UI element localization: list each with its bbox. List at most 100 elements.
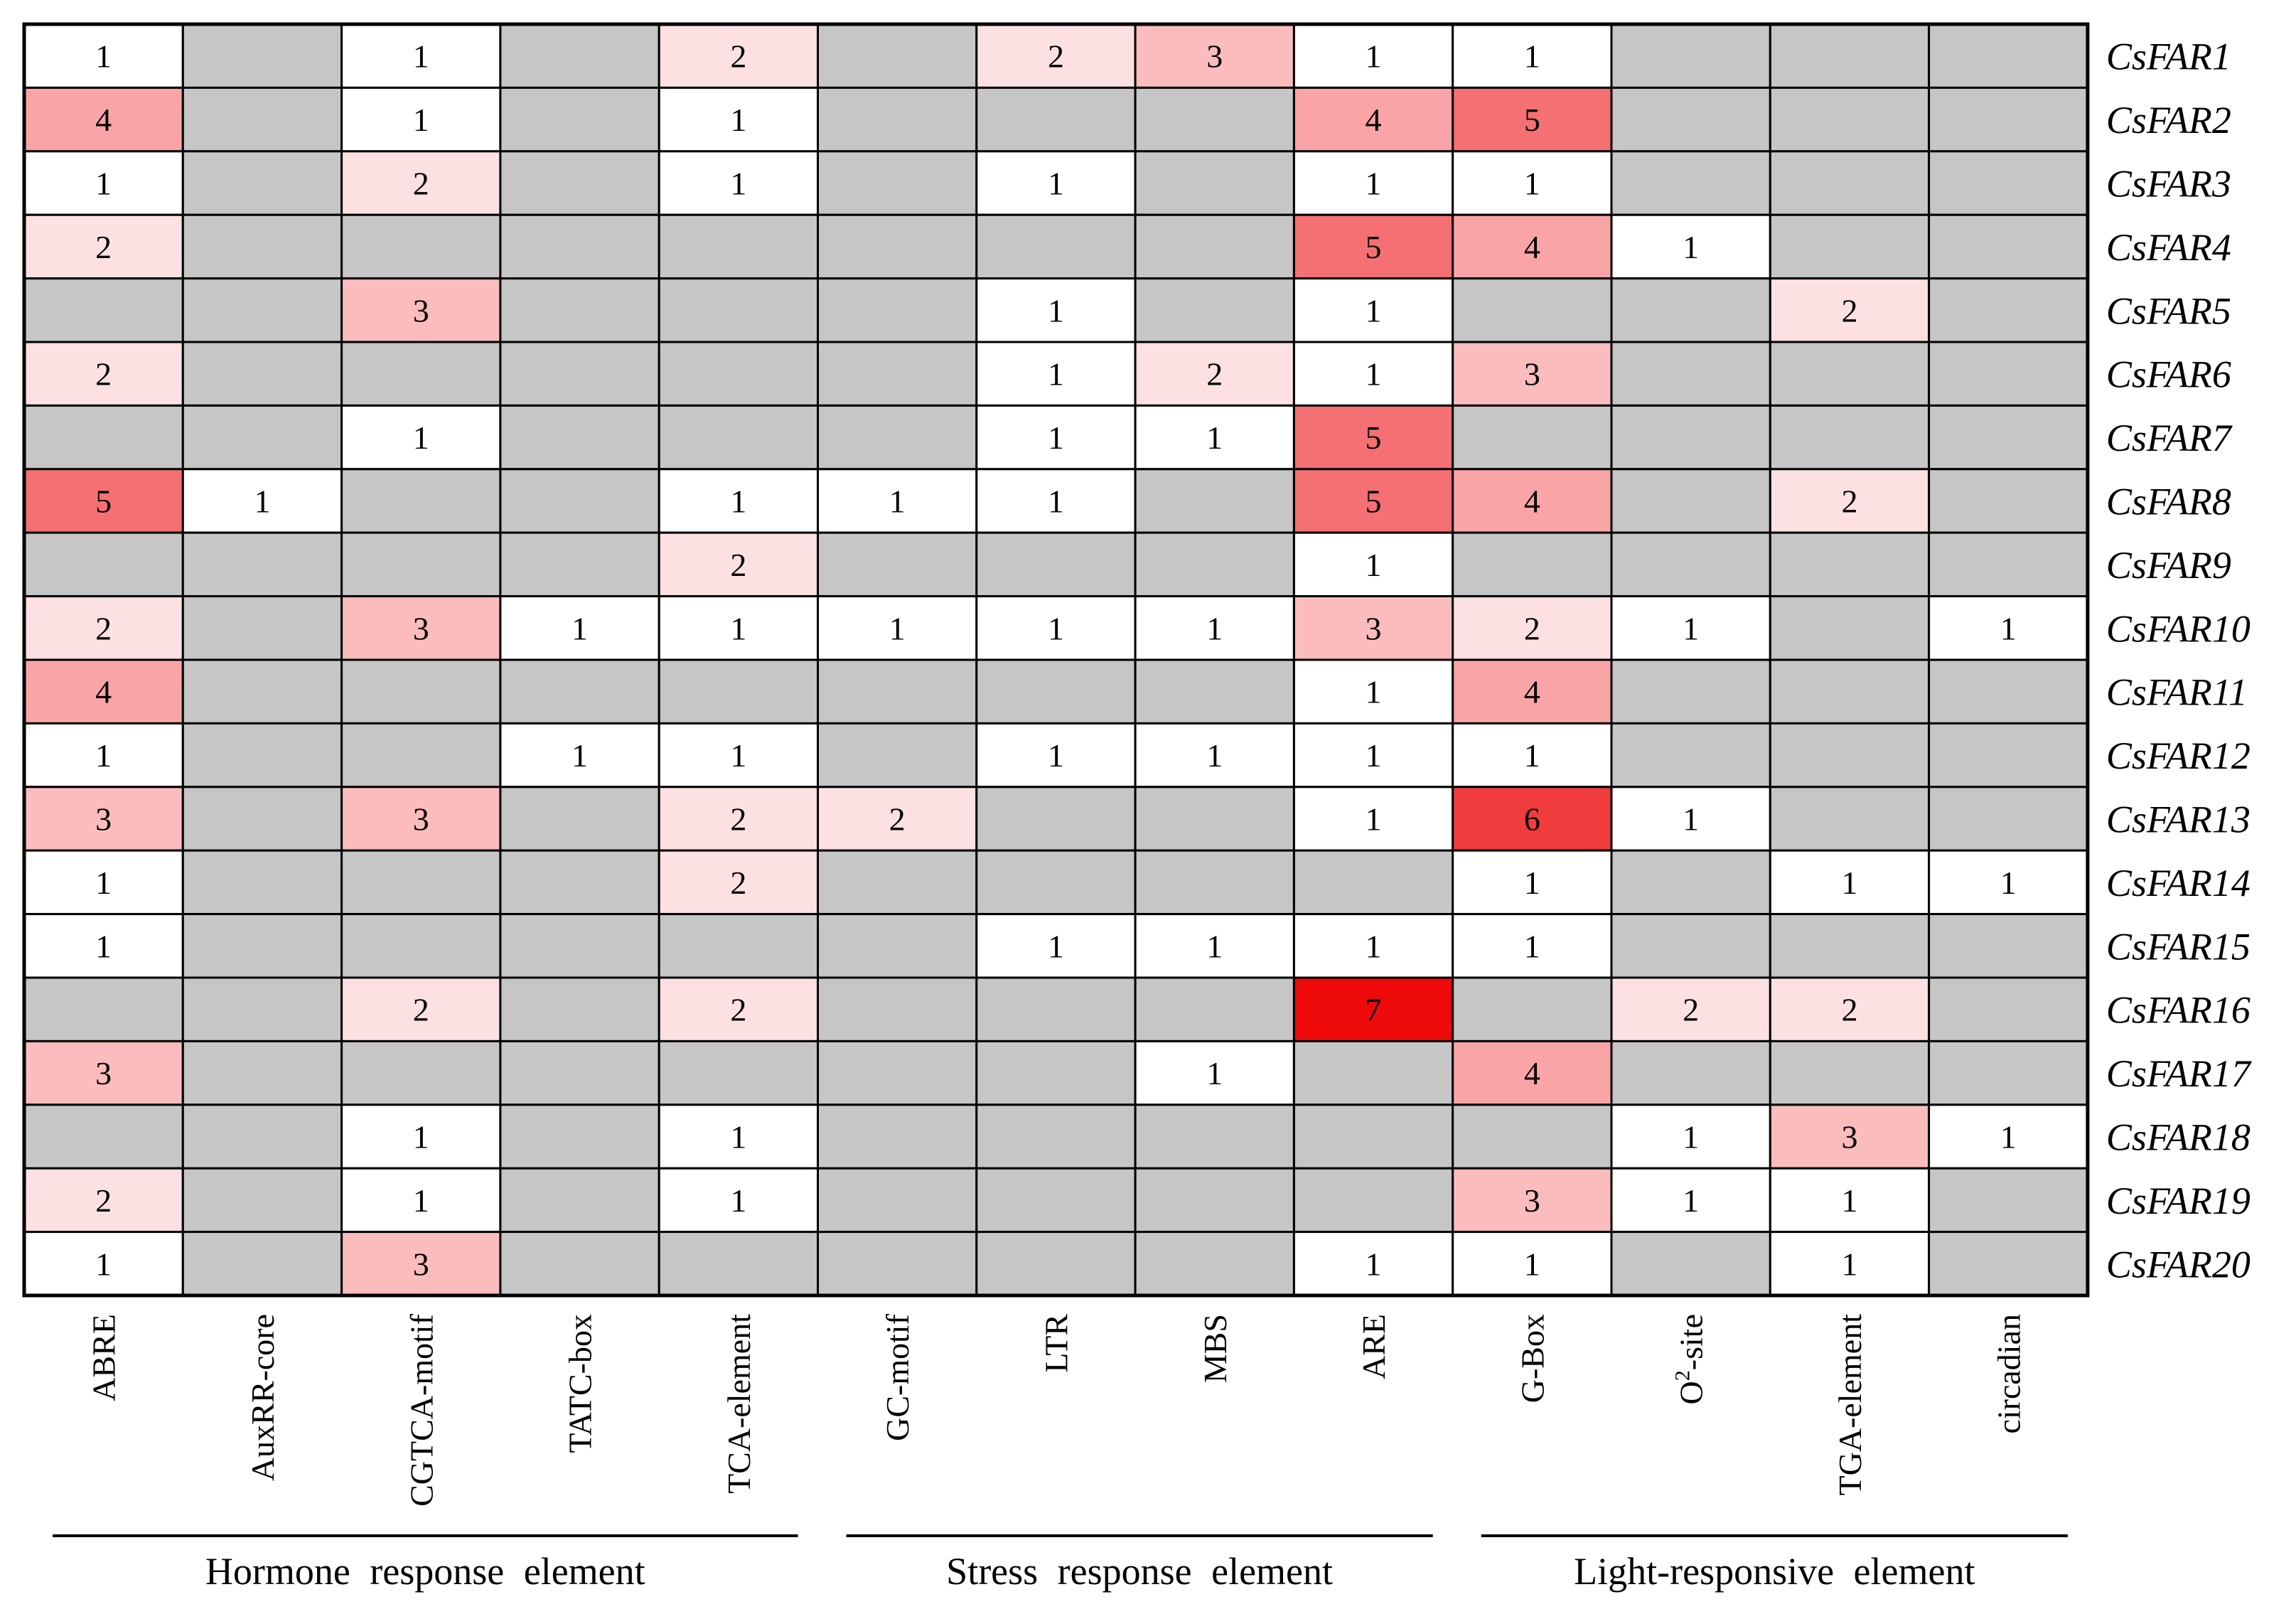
cell-value-label: 1 [1366,928,1382,964]
heatmap-cell [817,976,978,1042]
cell-value-label: 1 [1366,38,1382,75]
cell-value-label: 1 [2000,610,2017,646]
heatmap-cell [817,1040,978,1106]
heatmap-cell [1452,1167,1613,1234]
heatmap-cell [340,722,502,789]
heatmap-cell [1134,1231,1295,1297]
cell-value-label: 1 [730,483,746,520]
heatmap-cell [1769,786,1931,852]
cell-value-label: 3 [1366,610,1382,646]
heatmap-cell [23,1231,184,1297]
heatmap-cell [658,658,820,725]
heatmap-cell [1452,277,1613,343]
heatmap-cell [1928,913,2089,979]
cell-value-label: 2 [1841,992,1857,1028]
heatmap-cell [1769,1231,1931,1297]
heatmap-cell [1610,658,1771,725]
heatmap-cell [658,595,820,661]
heatmap-cell [1610,150,1771,216]
heatmap-cell [1928,595,2089,661]
column-label: MBS [1197,1314,1233,1383]
column-label: GC-motif [879,1313,916,1441]
row-label: CsFAR12 [2106,734,2251,777]
cell-value-label: 2 [95,356,112,392]
heatmap-cell [1928,658,2089,725]
cell-value-label: 1 [889,483,906,520]
heatmap-cell [658,1167,820,1234]
heatmap-cell [1928,23,2089,89]
heatmap-cell [340,786,502,852]
heatmap-cell [181,23,343,89]
cell-value-label: 1 [1524,737,1540,774]
heatmap-cell [181,849,343,916]
heatmap-cell [23,341,184,407]
heatmap-cell [975,1040,1137,1106]
cell-value-label: 1 [2000,1119,2017,1155]
heatmap-cell [1452,531,1613,598]
heatmap-cell [658,849,820,916]
heatmap-cell [975,213,1137,280]
heatmap-cell [23,404,184,471]
cell-value-label: 3 [413,292,429,328]
heatmap-cell [1134,531,1295,598]
row-label: CsFAR2 [2106,99,2231,141]
heatmap-cell [1134,277,1295,343]
heatmap-cell [1610,468,1771,534]
cell-value-label: 2 [413,166,429,202]
heatmap-cell [499,976,660,1042]
heatmap-cell [340,277,502,343]
cell-value-label: 3 [1206,38,1223,75]
heatmap-cell [499,341,660,407]
heatmap-cell [975,786,1137,852]
heatmap-cell [340,531,502,598]
cell-value-label: 1 [1683,1182,1699,1219]
cell-value-label: 1 [730,737,746,774]
heatmap-cell [817,849,978,916]
cell-value-label: 7 [1366,992,1382,1028]
heatmap-cell [23,786,184,852]
heatmap-cell [23,531,184,598]
cell-value-label: 1 [1524,928,1540,964]
heatmap-cell [1610,341,1771,407]
heatmap-cell [340,1231,502,1297]
heatmap-cell [1452,1040,1613,1106]
heatmap-cell [1610,23,1771,89]
heatmap-cell [817,150,978,216]
heatmap-cell [1292,1231,1454,1297]
heatmap-cell [1928,341,2089,407]
heatmap-cell [1452,86,1613,153]
heatmap-cell [1452,658,1613,725]
heatmap-cell [1928,722,2089,789]
heatmap-cell [1769,23,1931,89]
heatmap-cell [1928,1167,2089,1234]
heatmap-cell [1610,1231,1771,1297]
heatmap-cell [23,213,184,280]
cell-value-label: 3 [413,1246,429,1282]
heatmap-cell [499,913,660,979]
heatmap-cell [1769,722,1931,789]
cell-value-label: 1 [572,737,588,774]
heatmap-cell [1769,468,1931,534]
heatmap-cell [1134,976,1295,1042]
heatmap-cell [1610,213,1771,280]
heatmap-cell [817,404,978,471]
heatmap-cell [1452,1103,1613,1170]
column-label: CGTCA-motif [403,1313,439,1507]
heatmap-cell [817,213,978,280]
cell-value-label: 4 [1524,229,1540,265]
cell-value-label: 1 [1841,1246,1857,1282]
heatmap-cell [1928,1231,2089,1297]
heatmap-cell [1769,86,1931,153]
heatmap-cell [975,150,1137,216]
row-label: CsFAR1 [2106,36,2231,78]
heatmap-cell [499,849,660,916]
heatmap-cell [1769,1167,1931,1234]
heatmap-cell [1292,150,1454,216]
cell-value-label: 1 [1841,865,1857,901]
cell-value-label: 1 [413,1119,429,1155]
row-label: CsFAR6 [2106,353,2231,396]
heatmap-cell [658,404,820,471]
heatmap-cell [340,213,502,280]
cell-value-label: 1 [1048,928,1064,964]
heatmap-cell [181,277,343,343]
